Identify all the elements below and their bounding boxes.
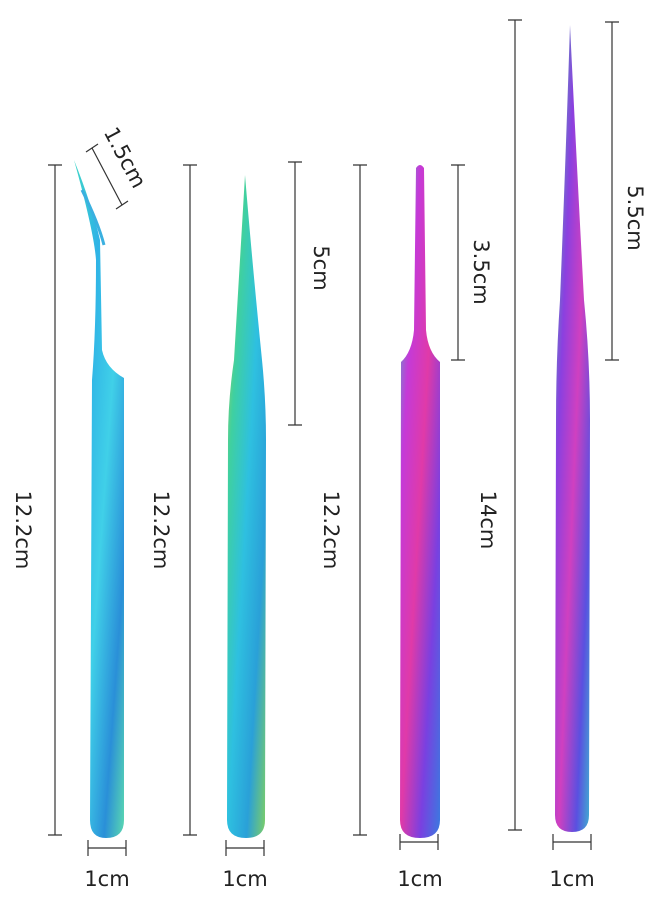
width-label: 1cm: [549, 867, 594, 891]
length-label: 12.2cm: [319, 491, 343, 570]
length-label: 12.2cm: [11, 491, 35, 570]
tip-label: 3.5cm: [469, 239, 493, 304]
tip-label: 5.5cm: [623, 185, 647, 250]
tweezer: 12.2cm 1.5cm 1cm: [11, 123, 151, 891]
tip-label: 5cm: [309, 245, 333, 290]
tweezer: 14cm 5.5cm 1cm: [476, 19, 647, 891]
width-label: 1cm: [222, 867, 267, 891]
width-label: 1cm: [397, 867, 442, 891]
width-label: 1cm: [84, 867, 129, 891]
tweezer: 12.2cm 3.5cm 1cm: [319, 164, 493, 891]
length-label: 12.2cm: [149, 491, 173, 570]
tip-label: 1.5cm: [99, 123, 151, 192]
length-label: 14cm: [476, 491, 500, 550]
tweezer: 12.2cm 5cm 1cm: [149, 161, 333, 891]
